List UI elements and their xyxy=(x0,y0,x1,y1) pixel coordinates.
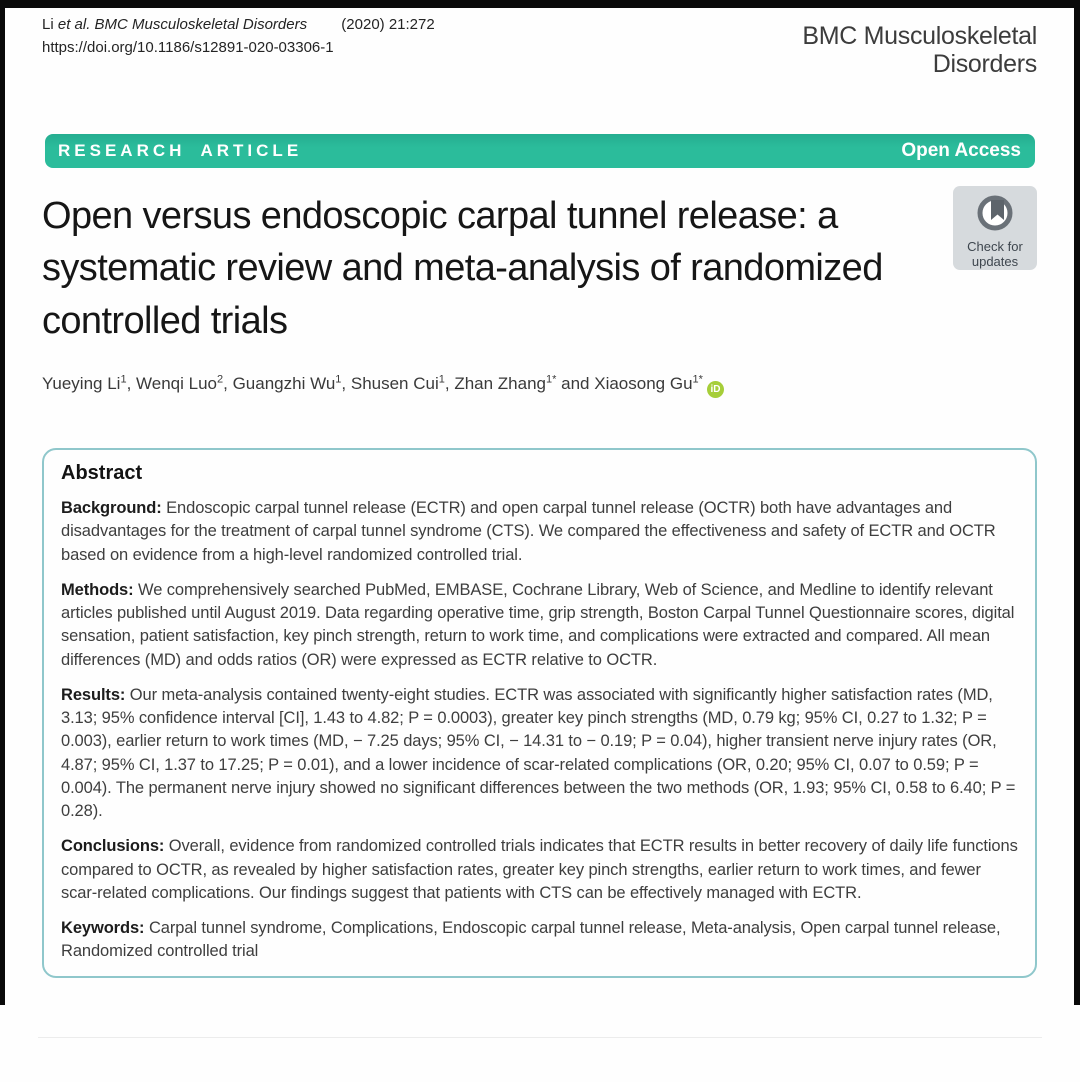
abstract-methods: Methods: We comprehensively searched Pub… xyxy=(61,580,1015,669)
photo-border-top xyxy=(0,0,1080,8)
check-for-updates-label: Check for updates xyxy=(967,239,1023,269)
research-article-label: RESEARCH ARTICLE xyxy=(58,141,303,160)
abstract-heading: Abstract xyxy=(61,462,143,484)
photo-border-left xyxy=(0,0,5,1005)
check-for-updates-icon xyxy=(975,193,1015,238)
author: Guangzhi Wu1, xyxy=(232,373,351,393)
citation-author: Li xyxy=(42,16,54,33)
photo-border-right xyxy=(1074,0,1080,1005)
doi-link[interactable]: https://doi.org/10.1186/s12891-020-03306… xyxy=(42,38,334,56)
author: Shusen Cui1, xyxy=(350,373,455,393)
author: Yueying Li1, xyxy=(42,373,137,393)
journal-name-line2: Disorders xyxy=(932,50,1038,78)
open-access-label: Open Access xyxy=(901,140,1021,161)
abstract-background: Background: Endoscopic carpal tunnel rel… xyxy=(61,499,996,564)
article-type-banner: RESEARCH ARTICLE Open Access xyxy=(45,134,1035,168)
journal-name: BMC Musculoskeletal Disorders xyxy=(802,22,1037,78)
author: Xiaosong Gu1* xyxy=(594,373,703,393)
abstract-keywords: Keywords: Carpal tunnel syndrome, Compli… xyxy=(61,919,1001,961)
author-list: Yueying Li1, Wenqi Luo2, Guangzhi Wu1, S… xyxy=(42,374,992,398)
check-for-updates-badge[interactable]: Check for updates xyxy=(953,186,1037,270)
author: Wenqi Luo2, xyxy=(136,373,233,393)
journal-name-line1: BMC Musculoskeletal xyxy=(802,22,1037,50)
citation-line: Li et al. BMC Musculoskeletal Disorders … xyxy=(42,14,435,37)
citation-block: Li et al. BMC Musculoskeletal Disorders … xyxy=(42,14,435,59)
page-divider xyxy=(38,1037,1042,1038)
citation-journal: et al. BMC Musculoskeletal Disorders xyxy=(57,16,308,33)
citation-issue: (2020) 21:272 xyxy=(341,16,435,33)
abstract-box: Abstract Background: Endoscopic carpal t… xyxy=(42,448,1037,978)
abstract-results: Results: Our meta-analysis contained twe… xyxy=(61,685,1016,820)
abstract-conclusions: Conclusions: Overall, evidence from rand… xyxy=(61,837,1018,902)
orcid-icon[interactable]: iD xyxy=(706,381,724,398)
article-title: Open versus endoscopic carpal tunnel rel… xyxy=(42,195,883,342)
author: Zhan Zhang1* and xyxy=(454,373,595,393)
